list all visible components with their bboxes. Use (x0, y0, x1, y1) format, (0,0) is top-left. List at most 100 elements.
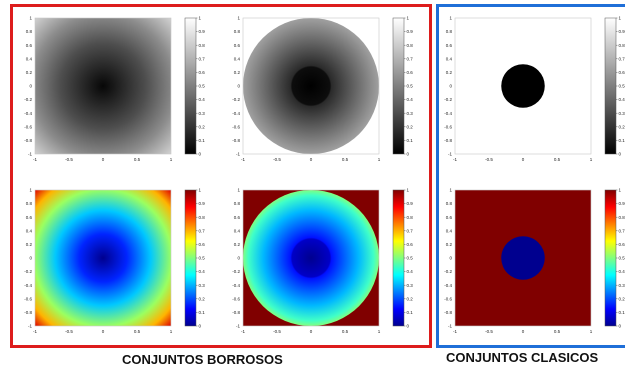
y-tick-label: 0.4 (234, 228, 241, 233)
y-tick-label: 0.2 (234, 70, 241, 75)
x-tick-label: 0 (102, 329, 105, 334)
y-tick-label: 0 (237, 84, 240, 89)
y-tick-label: 0.8 (234, 201, 241, 206)
y-tick-label: -0.8 (24, 310, 32, 315)
colorbar-tick-label: 0.2 (199, 296, 206, 301)
colorbar-tick-label: 0.4 (619, 269, 625, 274)
x-tick-label: 0 (522, 157, 525, 162)
y-tick-label: -1 (28, 324, 32, 329)
y-tick-label: -0.4 (232, 111, 240, 116)
y-tick-label: -0.2 (444, 269, 452, 274)
y-tick-label: 0.4 (446, 228, 453, 233)
colorbar-tick-label: 0.5 (199, 84, 206, 89)
axes-image (454, 189, 592, 327)
colorbar-tick-label: 0.4 (407, 269, 414, 274)
colorbar-tick-label: 0.5 (199, 256, 206, 261)
y-tick-label: -0.2 (232, 269, 240, 274)
y-tick-label: 1 (237, 188, 240, 193)
colorbar-tick-label: 0.7 (199, 56, 206, 61)
colorbar-tick-label: 0.3 (407, 111, 414, 116)
y-tick-label: 0.4 (234, 56, 241, 61)
colorbar-tick-label: 0.2 (407, 124, 414, 129)
y-tick-label: 0 (29, 256, 32, 261)
colorbar-tick-label: 0.6 (199, 242, 206, 247)
y-tick-label: 0.2 (234, 242, 241, 247)
y-tick-label: -1 (448, 324, 452, 329)
x-tick-label: -1 (241, 157, 245, 162)
colorbar-tick-label: 0.2 (407, 296, 414, 301)
colorbar-tick-label: 0.9 (199, 201, 206, 206)
crisp-sets-caption: CONJUNTOS CLASICOS (446, 350, 599, 365)
y-tick-label: -1 (28, 152, 32, 157)
x-tick-label: 0.5 (342, 157, 349, 162)
y-tick-label: 0.8 (234, 29, 241, 34)
y-tick-label: -0.2 (24, 97, 32, 102)
x-tick-label: 0.5 (134, 157, 141, 162)
colorbar-tick-label: 0.3 (199, 111, 206, 116)
x-tick-label: 1 (378, 329, 381, 334)
colorbar-tick-label: 0.7 (619, 56, 625, 61)
colorbar-tick-label: 0.3 (619, 283, 625, 288)
colorbar-tick-label: 0.6 (619, 242, 625, 247)
panel-crisp-disk-jet: 1 0.8 0.6 0.4 0.2 0 -0.2 -0.4 -0.6 -0.8 -1-1 -0.5 0 0… (444, 188, 625, 334)
y-tick-label: -0.8 (444, 138, 452, 143)
y-tick-label: -1 (236, 152, 240, 157)
x-tick-label: -1 (453, 157, 457, 162)
y-tick-label: -0.8 (444, 310, 452, 315)
colorbar-tick-label: 0.9 (619, 29, 625, 34)
y-tick-label: -0.6 (232, 124, 240, 129)
x-tick-label: -0.5 (273, 329, 281, 334)
axes-image (34, 17, 172, 155)
y-tick-label: 0.8 (26, 201, 33, 206)
colorbar-tick-label: 0.4 (619, 97, 625, 102)
membership-disk (243, 190, 379, 326)
y-tick-label: -1 (448, 152, 452, 157)
fuzzy-sets-caption: CONJUNTOS BORROSOS (122, 352, 283, 367)
colorbar: 1 0.9 0.8 0.7 0.6 0.5 0.4 0.3 0.2 0.1 0 (392, 16, 414, 157)
y-tick-label: 0 (237, 256, 240, 261)
panel-fuzzy-square-jet: 1 0.8 0.6 0.4 0.2 0 -0.2 -0.4 -0.6 -0.8 -1-1 -0.5 0 0… (24, 188, 206, 334)
colorbar-tick-label: 0.7 (199, 228, 206, 233)
crisp-sets-frame (436, 4, 625, 348)
colorbar-tick-label: 0.5 (407, 84, 414, 89)
colorbar: 1 0.9 0.8 0.7 0.6 0.5 0.4 0.3 0.2 0.1 0 (392, 188, 414, 329)
colorbar-tick-label: 0.8 (407, 43, 414, 48)
y-tick-label: -0.2 (444, 97, 452, 102)
axes-image (242, 189, 380, 327)
colorbar-tick-label: 0.8 (619, 43, 625, 48)
colorbar-tick-label: 0.6 (619, 70, 625, 75)
panel-fuzzy-disk-gray: 1 0.8 0.6 0.4 0.2 0 -0.2 -0.4 -0.6 -0.8 -1-1 -0.5 0 0… (232, 16, 414, 162)
colorbar: 1 0.9 0.8 0.7 0.6 0.5 0.4 0.3 0.2 0.1 0 (604, 188, 625, 329)
y-tick-label: 0.6 (446, 215, 453, 220)
y-tick-label: 0.6 (234, 215, 241, 220)
x-tick-label: 0 (522, 329, 525, 334)
colorbar-tick-label: 0.6 (407, 242, 414, 247)
y-tick-label: -1 (236, 324, 240, 329)
colorbar-tick-label: 0.9 (619, 201, 625, 206)
colorbar-tick-label: 0.3 (199, 283, 206, 288)
axes-image (242, 17, 380, 155)
y-tick-label: 0.8 (26, 29, 33, 34)
colorbar-tick-label: 0.5 (619, 256, 625, 261)
colorbar-tick-label: 0.1 (619, 138, 625, 143)
membership-disk (501, 64, 545, 108)
y-tick-label: 0.6 (234, 43, 241, 48)
x-tick-label: 0.5 (342, 329, 349, 334)
colorbar-tick-label: 0.7 (407, 228, 414, 233)
colorbar: 1 0.9 0.8 0.7 0.6 0.5 0.4 0.3 0.2 0.1 0 (604, 16, 625, 157)
colorbar-tick-label: 0.9 (407, 201, 414, 206)
colorbar-tick-label: 0.4 (407, 97, 414, 102)
x-tick-label: 1 (170, 329, 173, 334)
colorbar-tick-label: 1 (407, 188, 410, 193)
colorbar-tick-label: 0.8 (199, 215, 206, 220)
colorbar-tick-label: 0 (407, 152, 410, 157)
x-tick-label: -1 (33, 157, 37, 162)
x-tick-label: 0.5 (554, 157, 561, 162)
colorbar-tick-label: 0.3 (407, 283, 414, 288)
colorbar-tick-label: 0.1 (407, 310, 414, 315)
colorbar-tick-label: 0.8 (407, 215, 414, 220)
x-tick-label: 0 (102, 157, 105, 162)
colorbar-tick-label: 0.1 (199, 138, 206, 143)
y-tick-label: -0.6 (232, 296, 240, 301)
x-tick-label: -0.5 (65, 329, 73, 334)
